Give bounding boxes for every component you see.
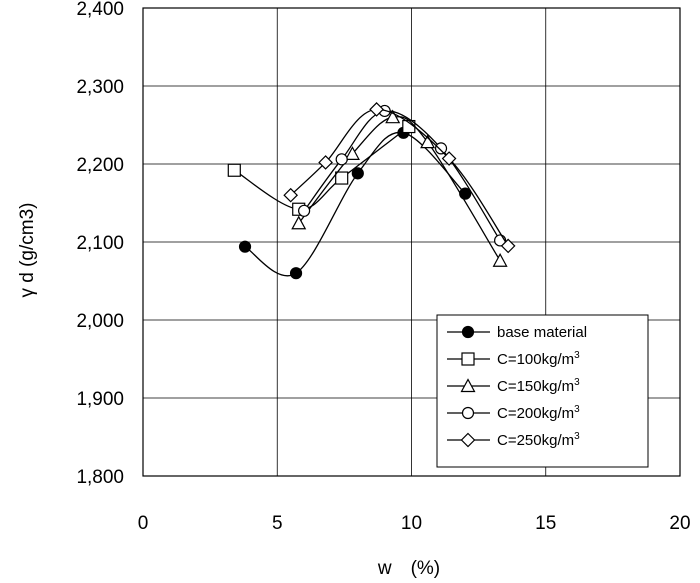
data-point — [344, 146, 360, 160]
legend-item-1: C=100kg/m3 — [447, 350, 580, 368]
data-point — [335, 171, 349, 185]
data-point — [298, 204, 311, 217]
legend-marker — [460, 378, 476, 393]
legend-label: C=100kg/m3 — [497, 350, 580, 368]
x-tick-labels: 0 5 10 15 20 — [138, 513, 691, 534]
y-tick-label: 1,800 — [76, 467, 124, 488]
grid-lines — [142, 7, 681, 477]
y-axis-title: γ d (g/cm3) — [17, 202, 38, 297]
legend-item-2: C=150kg/m3 — [447, 377, 580, 395]
data-point — [434, 142, 448, 155]
series-layer — [227, 102, 516, 280]
x-tick-label: 5 — [272, 513, 283, 534]
legend-item-3: C=200kg/m3 — [447, 404, 580, 422]
x-axis-title: w (%) — [377, 558, 440, 579]
legend-item-0: base material — [447, 324, 587, 341]
x-tick-label: 10 — [401, 513, 422, 534]
data-point — [238, 240, 252, 253]
data-point — [385, 109, 401, 124]
y-tick-label: 2,200 — [76, 155, 124, 176]
data-point — [369, 102, 384, 117]
y-tick-label: 1,900 — [76, 389, 124, 410]
legend-label: C=200kg/m3 — [497, 404, 580, 422]
legend-label: C=150kg/m3 — [497, 377, 580, 395]
legend: base material C=100kg/m3 C=150kg/m3 C=200kg… — [436, 314, 649, 468]
y-tick-label: 2,300 — [76, 77, 124, 98]
data-point — [227, 163, 241, 177]
data-point — [351, 167, 364, 180]
data-point — [289, 267, 303, 280]
plot-frame — [142, 7, 681, 477]
series-2 — [291, 109, 508, 267]
data-point — [291, 215, 307, 230]
legend-label: base material — [497, 324, 587, 341]
legend-marker — [461, 406, 475, 420]
data-point — [283, 187, 299, 203]
y-tick-label: 2,100 — [76, 233, 124, 254]
data-point — [335, 153, 348, 166]
data-point — [420, 134, 436, 149]
x-tick-label: 15 — [535, 513, 556, 534]
x-tick-label: 0 — [138, 513, 149, 534]
legend-item-4: C=250kg/m3 — [447, 431, 580, 449]
legend-marker — [460, 432, 476, 448]
legend-marker — [461, 325, 475, 339]
data-point — [441, 151, 457, 166]
data-point — [500, 238, 516, 254]
series-4 — [283, 102, 516, 254]
x-tick-label: 20 — [669, 513, 690, 534]
data-point — [492, 252, 508, 267]
y-tick-label: 2,400 — [76, 0, 124, 20]
y-tick-labels: 1,800 1,900 2,000 2,100 2,200 2,300 2,400 — [76, 0, 124, 488]
legend-marker — [461, 352, 475, 366]
legend-label: C=250kg/m3 — [497, 431, 580, 449]
data-point — [318, 155, 333, 170]
series-line-1 — [233, 126, 410, 210]
y-tick-label: 2,000 — [76, 311, 124, 332]
